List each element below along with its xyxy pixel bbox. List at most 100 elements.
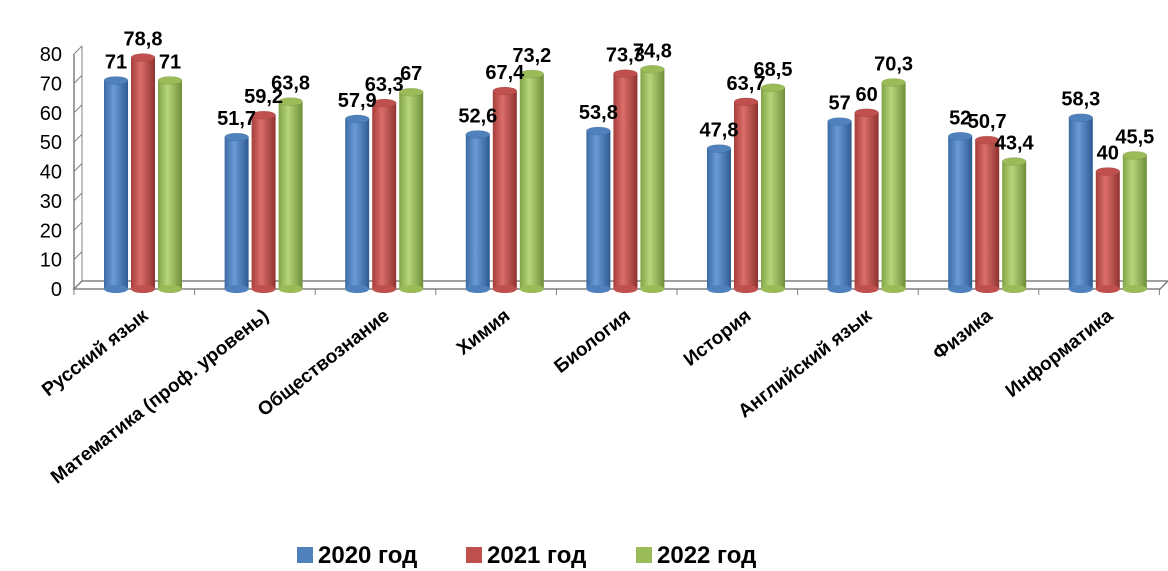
bar-base bbox=[1002, 285, 1027, 293]
bars bbox=[103, 53, 1148, 293]
y-tick-label: 40 bbox=[40, 162, 62, 184]
data-label: 57 bbox=[828, 93, 850, 115]
axis-tick-mark bbox=[73, 251, 83, 260]
bar bbox=[1122, 151, 1148, 293]
y-tick-label: 20 bbox=[40, 220, 62, 242]
bar-cap bbox=[344, 114, 370, 124]
data-label: 73,3 bbox=[606, 45, 645, 67]
bar-cap bbox=[519, 69, 545, 79]
bar-body bbox=[224, 137, 249, 289]
bar-cap bbox=[224, 132, 249, 142]
y-tick-label: 10 bbox=[40, 250, 62, 272]
data-label: 57,9 bbox=[338, 90, 377, 112]
y-tick-label: 50 bbox=[40, 132, 62, 154]
bar-base bbox=[1122, 285, 1147, 293]
bar bbox=[947, 132, 973, 293]
data-label: 43,4 bbox=[995, 133, 1035, 155]
bar-base bbox=[1068, 285, 1093, 293]
bar-cap bbox=[130, 53, 156, 62]
data-label: 63,8 bbox=[271, 73, 310, 95]
bar bbox=[640, 65, 665, 293]
bar-body bbox=[1095, 171, 1120, 289]
y-tick-label: 30 bbox=[40, 191, 62, 213]
axis-tick-mark bbox=[73, 104, 83, 114]
bar-body bbox=[975, 140, 1000, 289]
bar bbox=[251, 110, 276, 293]
legend-item: 2022 год bbox=[636, 542, 756, 569]
bar bbox=[371, 98, 397, 293]
data-label: 70,3 bbox=[874, 53, 913, 75]
bar bbox=[224, 132, 249, 293]
bar bbox=[1095, 167, 1121, 293]
data-label: 51,7 bbox=[217, 108, 256, 130]
bar-cap bbox=[1001, 157, 1027, 166]
bar-base bbox=[761, 285, 785, 293]
bar-base bbox=[224, 285, 249, 293]
data-label: 58,3 bbox=[1061, 89, 1100, 111]
data-label: 52 bbox=[949, 107, 971, 129]
bar bbox=[157, 76, 183, 293]
bar-cap bbox=[465, 130, 491, 139]
bar bbox=[130, 53, 156, 293]
bar-body bbox=[399, 92, 424, 289]
bar-body bbox=[492, 91, 517, 289]
bar-cap bbox=[1122, 151, 1148, 160]
bar-base bbox=[827, 285, 852, 293]
bar-cap bbox=[827, 117, 852, 126]
legend-swatch bbox=[466, 547, 482, 563]
bar bbox=[974, 135, 1000, 293]
x-category-label: Английский язык bbox=[735, 305, 877, 422]
bar-cap bbox=[974, 135, 1000, 145]
data-label: 74,8 bbox=[633, 40, 672, 62]
bar-body bbox=[854, 112, 879, 289]
legend-swatch bbox=[636, 547, 652, 563]
bar-body bbox=[948, 136, 973, 289]
bar-body bbox=[1068, 117, 1093, 290]
bar bbox=[613, 69, 638, 293]
data-label: 47,8 bbox=[700, 120, 739, 142]
legend-label: 2022 год bbox=[657, 542, 756, 569]
bar-cap bbox=[586, 126, 611, 136]
bar-body bbox=[761, 87, 785, 289]
bar-base bbox=[519, 285, 544, 293]
bar-base bbox=[734, 285, 758, 293]
bar-base bbox=[854, 285, 879, 293]
bar-cap bbox=[251, 110, 276, 120]
bar bbox=[760, 83, 786, 293]
data-label: 73,2 bbox=[512, 45, 551, 67]
data-label: 45,5 bbox=[1115, 126, 1154, 148]
bar bbox=[492, 86, 518, 293]
bar bbox=[344, 114, 370, 293]
x-category-label: Обществознание bbox=[254, 305, 394, 421]
bar-cap bbox=[613, 69, 638, 78]
y-tick-label: 60 bbox=[40, 103, 62, 125]
bar-base bbox=[975, 285, 1000, 293]
data-label: 40 bbox=[1097, 143, 1119, 165]
x-category-label: Физика bbox=[929, 305, 997, 364]
bar-base bbox=[104, 285, 128, 293]
axis-tick-mark bbox=[73, 75, 83, 84]
data-label: 63,3 bbox=[365, 74, 404, 96]
bar-cap bbox=[760, 83, 786, 93]
bar-body bbox=[1002, 161, 1027, 289]
bar-cap bbox=[854, 108, 879, 117]
bar-body bbox=[158, 80, 182, 289]
axis-tick-mark bbox=[73, 221, 83, 231]
legend-label: 2020 год bbox=[318, 542, 417, 569]
data-label: 68,5 bbox=[754, 59, 793, 81]
y-tick-label: 80 bbox=[40, 44, 62, 66]
data-label: 71 bbox=[159, 51, 181, 73]
legend: 2020 год 2021 год 2022 год bbox=[297, 542, 756, 569]
bar bbox=[733, 97, 759, 293]
legend-item: 2021 год bbox=[466, 542, 586, 569]
bar bbox=[1001, 157, 1027, 293]
bar-cap bbox=[157, 76, 183, 85]
legend-item: 2020 год bbox=[297, 542, 417, 569]
axis-tick-mark bbox=[73, 133, 83, 143]
data-label: 63,7 bbox=[727, 73, 766, 95]
bar-cap bbox=[103, 76, 129, 85]
bar-base bbox=[707, 285, 731, 293]
bar-base bbox=[881, 285, 906, 293]
bar-body bbox=[827, 121, 852, 289]
